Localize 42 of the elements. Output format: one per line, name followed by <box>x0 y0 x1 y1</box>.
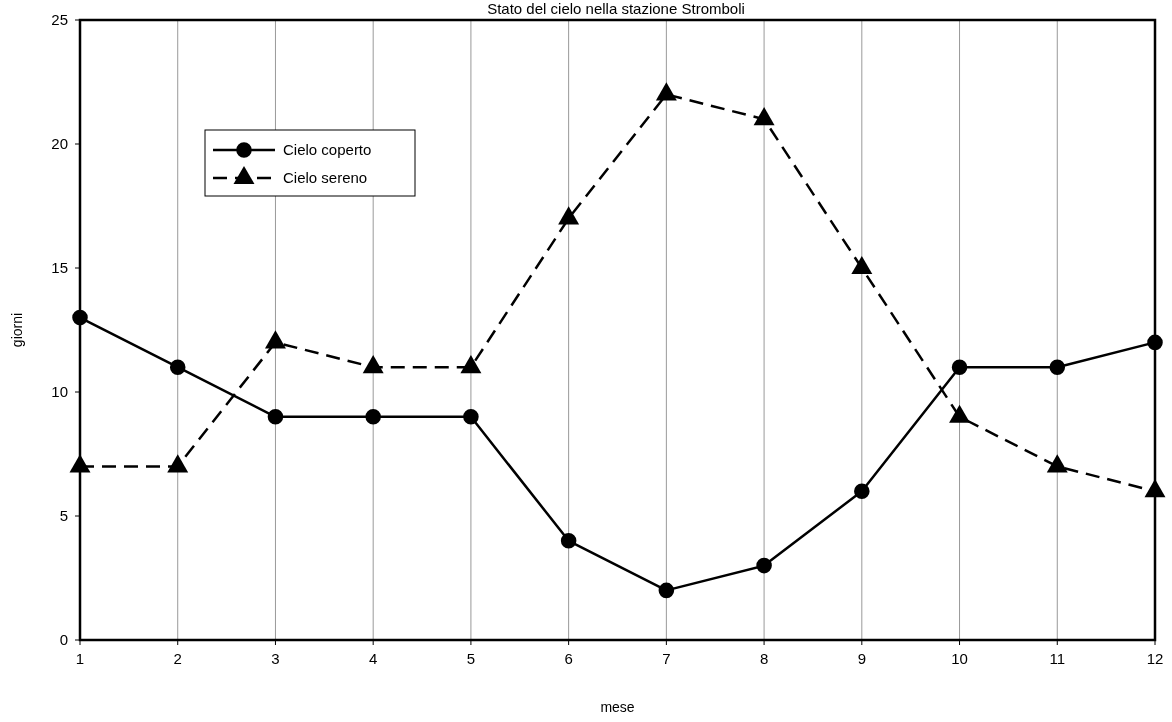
legend-label: Cielo coperto <box>283 141 372 158</box>
y-tick-label: 25 <box>51 11 68 28</box>
x-tick-label: 7 <box>662 650 671 667</box>
x-tick-label: 4 <box>369 650 378 667</box>
point <box>460 355 482 374</box>
point <box>854 483 870 499</box>
point <box>658 582 675 599</box>
point <box>558 206 580 225</box>
x-tick-label: 6 <box>564 650 573 667</box>
x-tick-label: 3 <box>271 650 280 667</box>
point <box>72 309 88 326</box>
y-axis-title: giorni <box>9 312 25 348</box>
x-tick-label: 10 <box>951 650 968 667</box>
point <box>1147 334 1163 351</box>
x-tick-label: 12 <box>1146 650 1164 667</box>
x-tick-label: 5 <box>466 650 476 667</box>
y-tick-label: 20 <box>51 135 68 152</box>
point <box>951 359 968 375</box>
chart-title: Stato del cielo nella stazione Stromboli <box>487 0 745 17</box>
x-tick-label: 11 <box>1049 650 1066 667</box>
y-tick-label: 0 <box>59 631 68 648</box>
point <box>560 533 577 549</box>
y-tick-label: 15 <box>51 259 68 276</box>
point <box>851 255 873 275</box>
point <box>362 355 384 374</box>
legend-label: Cielo sereno <box>283 169 368 186</box>
point <box>655 82 677 101</box>
x-tick-label: 1 <box>75 650 85 667</box>
y-tick-label: 5 <box>59 507 68 524</box>
point <box>267 409 284 425</box>
x-tick-label: 2 <box>173 650 182 667</box>
x-tick-label: 9 <box>857 650 866 667</box>
x-tick-label: 8 <box>759 650 769 667</box>
point <box>264 330 286 349</box>
point <box>365 409 381 425</box>
point <box>753 107 775 126</box>
point <box>756 557 772 574</box>
point <box>1049 359 1066 375</box>
y-tick-label: 10 <box>51 383 68 400</box>
point <box>169 359 186 375</box>
point <box>463 409 479 425</box>
x-axis-title: mese <box>600 699 635 715</box>
